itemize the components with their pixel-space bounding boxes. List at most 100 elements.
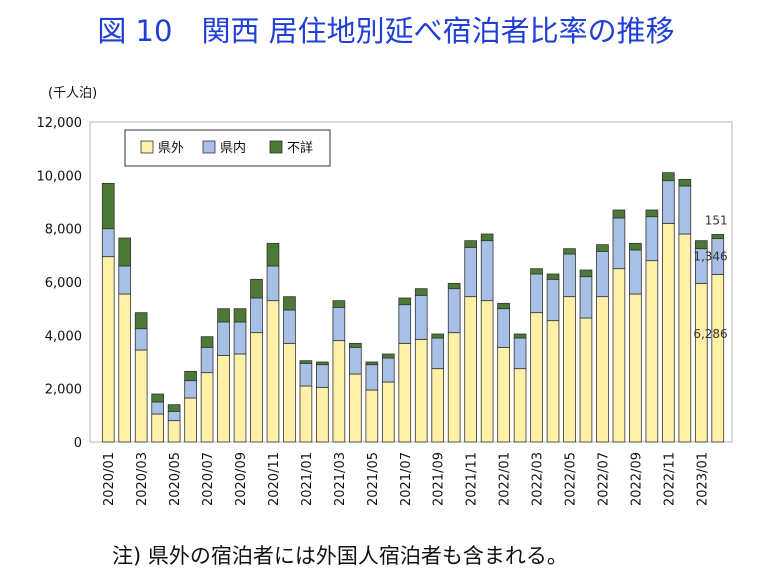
bar-segment-1 [546, 278, 560, 322]
bar-segment-2 [480, 233, 494, 242]
bar-segment-2 [283, 296, 296, 311]
x-tick-label: 2022/03 [531, 452, 546, 506]
x-tick-label: 2020/09 [234, 452, 249, 506]
x-tick-label: 2021/07 [399, 452, 414, 506]
bar-segment-2 [365, 361, 379, 366]
bar-segment-2 [398, 297, 412, 306]
bar-segment-1 [283, 309, 296, 344]
bar-segment-0 [694, 282, 708, 443]
bar-segment-0 [530, 312, 543, 443]
bar-segment-1 [266, 265, 280, 302]
bar-segment-1 [596, 250, 609, 298]
bar-segment-2 [332, 300, 346, 308]
bar-segment-1 [530, 273, 543, 314]
bar-segment-0 [645, 260, 659, 443]
y-tick-label: 12,000 [37, 116, 83, 131]
legend-swatch-kennai [202, 140, 216, 154]
bar-segment-1 [678, 185, 692, 235]
bar-segment-1 [645, 216, 659, 262]
bar-segment-0 [217, 354, 230, 443]
x-tick-label: 2022/05 [564, 452, 579, 506]
x-tick-label: 2020/03 [135, 452, 150, 506]
data-label: 6,286 [693, 327, 727, 341]
bar-segment-1 [447, 288, 461, 334]
bar-segment-0 [266, 300, 280, 443]
x-tick-label: 2023/01 [695, 452, 710, 506]
bar-segment-0 [200, 372, 214, 443]
bar-segment-0 [678, 233, 692, 443]
y-tick-label: 0 [74, 436, 82, 451]
legend-box [124, 129, 331, 167]
bar-segment-2 [563, 248, 576, 255]
bar-segment-1 [299, 362, 313, 387]
bar-segment-1 [101, 228, 115, 258]
bar-segment-0 [332, 340, 346, 443]
bar-segment-0 [118, 293, 132, 443]
bar-segment-1 [398, 304, 412, 344]
bar-segment-1 [629, 249, 642, 295]
bars [101, 172, 725, 443]
bar-segment-0 [662, 222, 675, 443]
bar-segment-1 [167, 410, 181, 422]
y-tick-label: 2,000 [45, 383, 82, 398]
legend: 県外 県内 不詳 [124, 129, 331, 167]
y-tick-label: 4,000 [45, 329, 82, 344]
data-label: 151 [705, 213, 728, 227]
x-tick-label: 2021/09 [432, 452, 447, 506]
bar-segment-2 [497, 302, 510, 310]
legend-swatch-kengai [140, 140, 154, 154]
data-label: 1,346 [693, 249, 727, 263]
bar-segment-0 [629, 293, 642, 443]
bar-segment-2 [184, 370, 197, 382]
bar-segment-2 [381, 353, 395, 359]
bar-segment-2 [118, 237, 132, 267]
bar-segment-2 [217, 308, 230, 323]
bar-segment-1 [513, 337, 527, 370]
chart-title: 図 10 関西 居住地別延べ宿泊者比率の推移 [97, 14, 675, 48]
bar-segment-0 [250, 332, 263, 443]
bar-segment-2 [612, 209, 626, 219]
bar-segment-0 [480, 300, 494, 443]
bar-segment-1 [431, 337, 445, 370]
x-tick-label: 2020/07 [201, 452, 216, 506]
footnote: 注) 県外の宿泊者には外国人宿泊者も含まれる。 [112, 544, 568, 568]
bar-segment-2 [662, 172, 675, 182]
bar-segment-1 [464, 246, 477, 298]
bar-segment-2 [694, 240, 708, 250]
bar-segment-1 [563, 253, 576, 298]
legend-label-fusho: 不詳 [287, 140, 313, 156]
bar-segment-0 [381, 381, 395, 443]
bar-segment-1 [381, 357, 395, 383]
bar-segment-2 [711, 234, 725, 239]
y-tick-label: 8,000 [45, 223, 82, 238]
bar-segment-2 [233, 308, 247, 323]
bar-segment-1 [662, 180, 675, 224]
bar-segment-2 [596, 244, 609, 252]
bar-segment-2 [629, 242, 642, 251]
x-tick-label: 2021/01 [300, 452, 315, 506]
bar-segment-0 [612, 268, 626, 443]
y-unit-label: (千人泊) [48, 86, 97, 101]
legend-label-kennai: 県内 [220, 140, 246, 156]
bar-segment-2 [579, 269, 593, 278]
bar-segment-0 [316, 386, 329, 443]
bar-segment-1 [151, 401, 164, 415]
bar-segment-2 [250, 278, 263, 299]
bar-segment-2 [645, 209, 659, 218]
bar-segment-0 [447, 332, 461, 443]
bar-segment-2 [464, 240, 477, 248]
bar-segment-2 [316, 361, 329, 366]
bar-segment-0 [513, 368, 527, 443]
bar-segment-1 [332, 306, 346, 342]
bar-segment-2 [678, 178, 692, 187]
bar-segment-1 [184, 380, 197, 399]
bar-segment-2 [167, 404, 181, 412]
y-ticks: 0 2,000 4,000 6,000 8,000 10,000 12,000 [37, 116, 83, 451]
bar-segment-0 [497, 346, 510, 443]
bar-segment-2 [349, 342, 362, 348]
bar-segment-2 [530, 268, 543, 275]
bar-segment-0 [283, 342, 296, 443]
x-tick-label: 2021/03 [333, 452, 348, 506]
x-tick-label: 2022/09 [629, 452, 644, 506]
bar-segment-1 [497, 308, 510, 348]
